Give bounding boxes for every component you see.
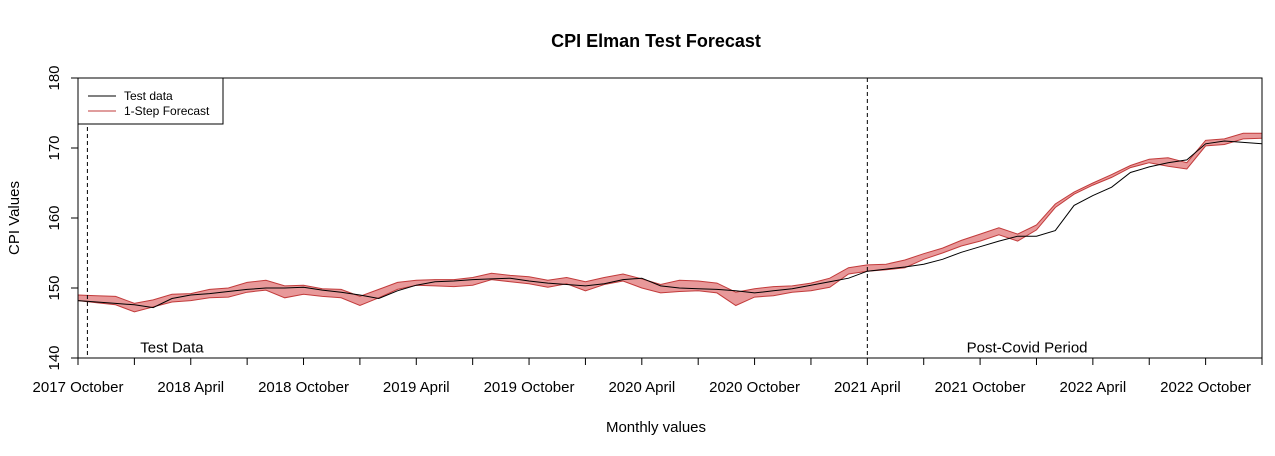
x-tick-label: 2019 April	[383, 379, 450, 396]
forecast-upper-line	[78, 132, 1262, 304]
x-tick-label: 2018 October	[258, 379, 349, 396]
annotation-label: Test Data	[140, 339, 204, 356]
x-tick-label: 2021 April	[834, 379, 901, 396]
x-tick-label: 2019 October	[484, 379, 575, 396]
forecast-lower-line	[78, 137, 1262, 313]
x-axis: 2017 October 2018 April 2018 October 2019 A…	[33, 358, 1263, 396]
x-axis-label: Monthly values	[606, 419, 706, 436]
forecast-band	[78, 133, 1262, 312]
y-axis-label: CPI Values	[6, 181, 23, 255]
x-tick-label: 2022 April	[1059, 379, 1126, 396]
legend-box	[77, 77, 224, 125]
test-data-line	[78, 140, 1262, 309]
x-tick-label: 2018 April	[157, 379, 224, 396]
y-axis: 140 150 160 170 180	[46, 65, 78, 371]
x-tick-label: 2022 October	[1160, 379, 1251, 396]
x-tick-label: 2021 October	[935, 379, 1026, 396]
y-tick-label: 150	[46, 275, 63, 300]
legend-label-forecast: 1-Step Forecast	[124, 104, 210, 118]
plot-frame	[77, 77, 1263, 359]
annotations: Test Data Post-Covid Period	[140, 339, 1087, 356]
x-tick-label: 2020 October	[709, 379, 800, 396]
y-tick-label: 170	[46, 135, 63, 160]
x-tick-label: 2020 April	[608, 379, 675, 396]
plot-area	[78, 78, 1262, 358]
annotation-label: Post-Covid Period	[967, 339, 1088, 356]
x-tick-label: 2017 October	[33, 379, 124, 396]
legend-label-test-data: Test data	[124, 89, 173, 103]
y-tick-label: 180	[46, 65, 63, 90]
y-tick-label: 160	[46, 205, 63, 230]
chart-title: CPI Elman Test Forecast	[551, 31, 761, 51]
y-tick-label: 140	[46, 345, 63, 370]
legend: Test data 1-Step Forecast	[77, 77, 224, 125]
